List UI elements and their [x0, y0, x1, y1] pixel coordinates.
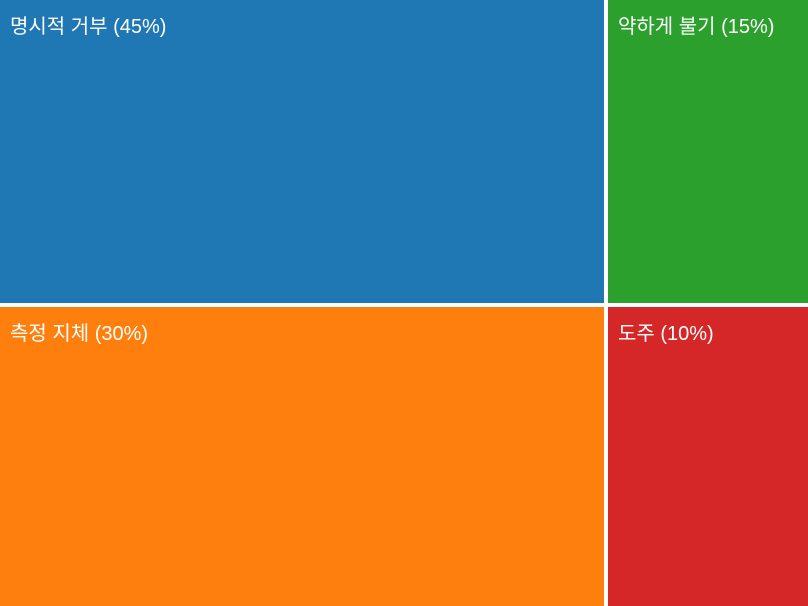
treemap-tile: 도주 (10%) [608, 307, 808, 606]
treemap-tile: 약하게 불기 (15%) [608, 0, 808, 303]
treemap-tile-label: 측정 지체 (30%) [10, 317, 148, 346]
treemap-tile-label: 명시적 거부 (45%) [10, 10, 166, 39]
treemap-tile: 측정 지체 (30%) [0, 307, 604, 606]
treemap-tile-label: 약하게 불기 (15%) [618, 10, 774, 39]
treemap-chart: 명시적 거부 (45%) 측정 지체 (30%) 약하게 불기 (15%) 도주 (1… [0, 0, 808, 606]
treemap-tile: 명시적 거부 (45%) [0, 0, 604, 303]
treemap-tile-label: 도주 (10%) [618, 317, 714, 346]
